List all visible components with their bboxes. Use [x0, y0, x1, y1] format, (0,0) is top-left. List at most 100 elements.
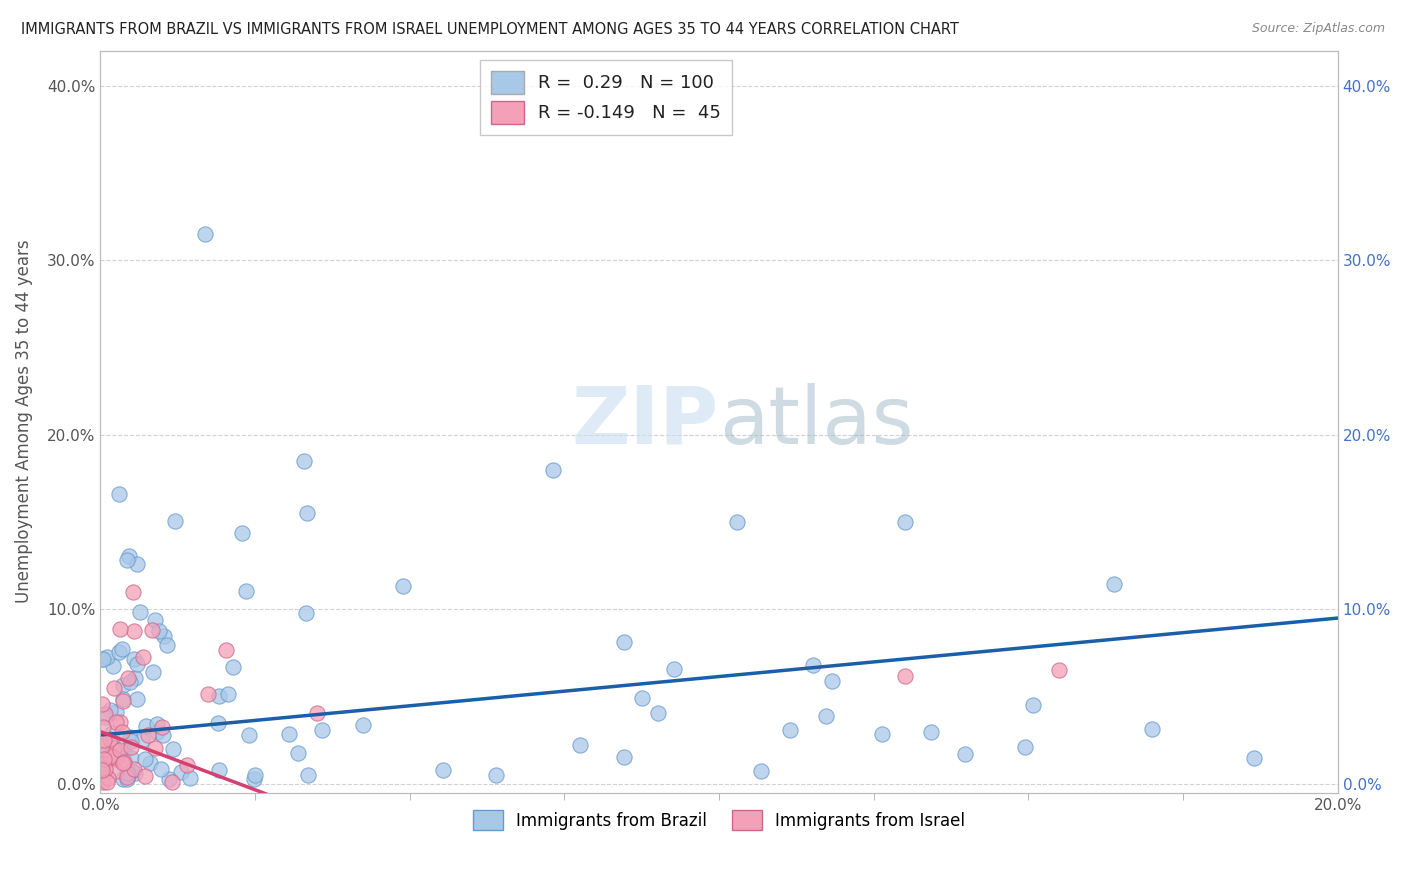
Point — [111, 692, 134, 706]
Text: ZIP: ZIP — [572, 383, 718, 460]
Point — [118, 730, 141, 744]
Text: IMMIGRANTS FROM BRAZIL VS IMMIGRANTS FROM ISRAEL UNEMPLOYMENT AMONG AGES 35 TO 4: IMMIGRANTS FROM BRAZIL VS IMMIGRANTS FRO… — [21, 22, 959, 37]
Point — [94, 762, 117, 776]
Point — [1102, 577, 1125, 591]
Point — [613, 635, 636, 649]
Point — [176, 757, 198, 772]
Point — [100, 726, 122, 740]
Point — [631, 691, 654, 706]
Point — [96, 650, 118, 665]
Point — [104, 764, 127, 778]
Point — [814, 709, 837, 723]
Point — [1243, 750, 1265, 764]
Point — [1014, 740, 1036, 755]
Point — [485, 768, 508, 782]
Point — [91, 756, 114, 771]
Point — [91, 651, 114, 665]
Point — [215, 643, 238, 657]
Point — [91, 739, 114, 754]
Point — [104, 715, 127, 730]
Point — [294, 607, 316, 621]
Y-axis label: Unemployment Among Ages 35 to 44 years: Unemployment Among Ages 35 to 44 years — [15, 240, 32, 604]
Point — [93, 747, 115, 762]
Point — [117, 770, 139, 784]
Point — [231, 526, 253, 541]
Point — [208, 763, 231, 777]
Point — [120, 674, 142, 689]
Point — [725, 515, 748, 529]
Point — [122, 652, 145, 666]
Point — [160, 775, 183, 789]
Point — [103, 658, 125, 673]
Point — [120, 740, 142, 755]
Point — [91, 775, 114, 789]
Point — [801, 657, 824, 672]
Point — [117, 553, 139, 567]
Point — [207, 715, 229, 730]
Point — [153, 629, 176, 643]
Point — [305, 706, 328, 721]
Point — [145, 724, 167, 739]
Point — [143, 613, 166, 627]
Point — [128, 606, 150, 620]
Point — [749, 764, 772, 778]
Point — [117, 766, 139, 780]
Point — [131, 733, 153, 747]
Point — [111, 694, 134, 708]
Point — [245, 768, 267, 782]
Point — [179, 772, 201, 786]
Point — [122, 762, 145, 776]
Point — [91, 698, 114, 712]
Point — [91, 652, 114, 666]
Point — [101, 750, 124, 764]
Point — [94, 706, 117, 721]
Point — [278, 727, 301, 741]
Point — [142, 665, 165, 679]
Point — [870, 727, 893, 741]
Point — [93, 746, 115, 760]
Point — [392, 579, 415, 593]
Point — [118, 549, 141, 563]
Point — [136, 729, 159, 743]
Point — [125, 657, 148, 672]
Point — [222, 660, 245, 674]
Point — [125, 557, 148, 571]
Point — [197, 687, 219, 701]
Point — [541, 463, 564, 477]
Point — [953, 747, 976, 761]
Point — [150, 762, 173, 776]
Point — [170, 765, 193, 780]
Point — [662, 662, 685, 676]
Point — [238, 728, 260, 742]
Point — [112, 772, 135, 786]
Point — [112, 744, 135, 758]
Point — [131, 649, 153, 664]
Point — [111, 641, 134, 656]
Point — [101, 735, 124, 749]
Point — [124, 765, 146, 780]
Point — [98, 703, 121, 717]
Point — [194, 227, 217, 241]
Point — [97, 771, 120, 785]
Point — [893, 668, 915, 682]
Point — [112, 755, 135, 769]
Point — [100, 748, 122, 763]
Point — [162, 742, 184, 756]
Point — [894, 515, 917, 529]
Point — [105, 705, 128, 719]
Point — [152, 728, 174, 742]
Point — [108, 645, 131, 659]
Point — [311, 723, 333, 738]
Point — [235, 583, 257, 598]
Point — [294, 454, 316, 468]
Point — [920, 724, 942, 739]
Point — [110, 743, 132, 757]
Point — [647, 706, 669, 720]
Point — [121, 751, 143, 765]
Point — [217, 687, 239, 701]
Point — [124, 671, 146, 685]
Point — [156, 639, 179, 653]
Point — [121, 764, 143, 779]
Point — [148, 624, 170, 639]
Point — [122, 585, 145, 599]
